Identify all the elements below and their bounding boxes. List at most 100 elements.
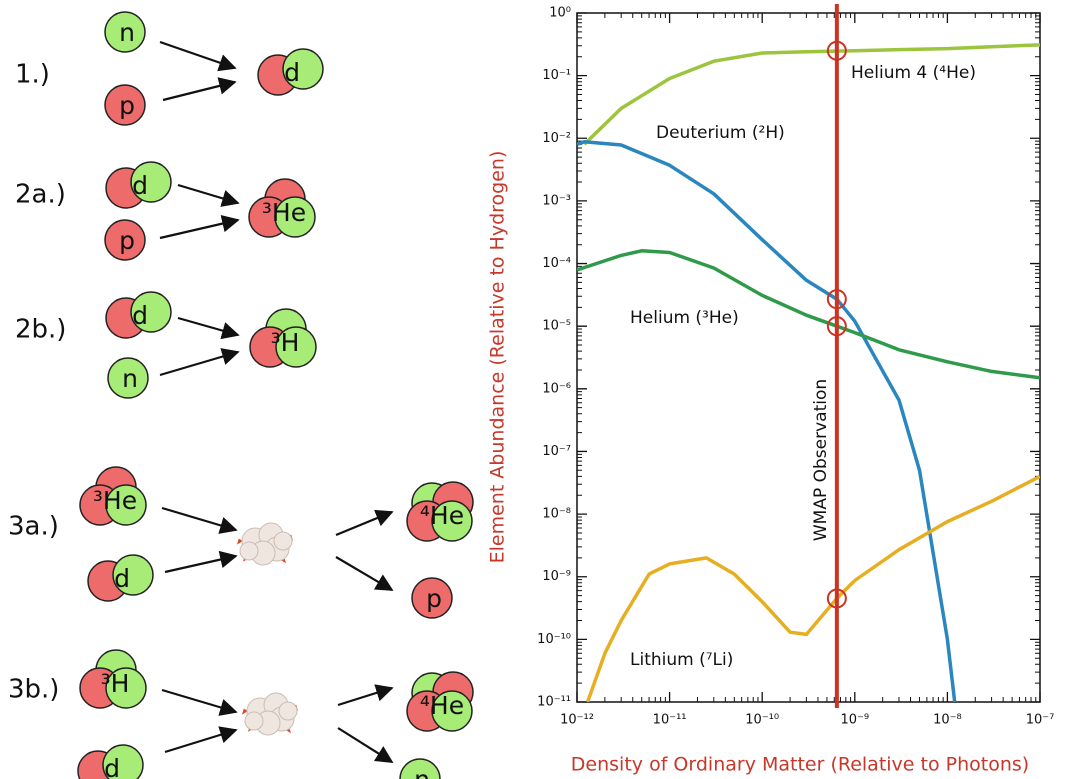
nucleus: ⁴He [406,481,474,542]
nucleus: p [411,577,453,619]
nucleon [105,484,147,526]
arrow [164,550,238,574]
reaction-label: 2b.) [15,315,66,345]
nucleus-label: p [426,584,442,613]
y-tick-label: 10⁻³ [542,193,571,208]
nucleon [104,11,146,53]
nucleus-label: n [119,18,135,47]
arrow [177,183,240,207]
y-tick-label: 10⁻⁴ [542,256,571,271]
nucleus: ³H [79,649,147,709]
arrow [161,506,238,534]
y-axis-label: Element Abundance (Relative to Hydrogen) [487,151,509,564]
observation-label: WMAP Observation [811,379,831,541]
nucleus-label: d [114,564,130,593]
nucleus: ⁴He [406,671,474,732]
y-tick-label: 10⁰ [549,6,571,21]
x-tick-label: 10⁻⁸ [933,713,962,728]
y-tick-label: 10⁻⁸ [542,507,571,522]
nucleus: d [77,744,144,779]
series-line [583,43,1040,146]
nucleus-label: ³H [271,328,300,357]
series-label: Helium 4 (⁴He) [851,63,976,83]
x-tick-label: 10⁻⁷ [1026,713,1055,728]
nucleus-label: ⁴He [420,691,464,720]
y-tick-label: 10⁻⁷ [542,444,571,459]
nucleon [274,196,316,238]
spark [242,708,248,715]
reaction-label: 1.) [15,60,50,90]
nucleus-label: ³He [262,198,306,227]
nucleus: d [105,291,172,339]
series-line [577,249,1040,380]
arrow [159,348,240,377]
series-label: Lithium (⁷Li) [630,650,733,670]
x-tick-label: 10⁻⁹ [840,713,869,728]
spark [237,538,243,545]
nucleon [275,326,317,368]
series-line [577,140,957,702]
y-tick-label: 10⁻⁶ [542,381,571,396]
nucleon [105,667,147,709]
nucleus-label: ³H [101,669,130,698]
arrow [164,726,238,754]
nucleon [130,161,172,203]
arrow [335,556,394,591]
nucleus-label: d [284,58,300,87]
nucleon [282,48,324,90]
y-tick-label: 10⁻⁹ [542,569,571,584]
arrow [177,316,240,340]
plot-frame [576,12,1041,703]
minor-ticks [577,13,1040,702]
observation-point [826,40,847,61]
nucleus-label: n [122,364,138,393]
observation-point [826,588,847,609]
nucleon [112,554,154,596]
series-label: Deuterium (²H) [656,123,785,143]
observation-point [826,289,847,310]
nucleon [130,291,172,333]
nucleus-label: ⁴He [420,501,464,530]
nucleon [431,690,473,732]
explosion-icon [237,522,293,566]
nucleus-label: p [119,226,135,255]
nucleus: ³He [79,466,147,526]
y-tick-label: 10⁻¹ [542,68,571,83]
cloud-puff [239,541,259,561]
nucleus: ³H [249,308,317,368]
nucleon [411,577,453,619]
cloud-puff [244,711,264,731]
arrow [159,40,237,72]
nucleon [102,744,144,779]
arrow [159,214,240,240]
nucleus-label: p [119,91,135,120]
nucleus-label: ³He [93,486,137,515]
nucleon [431,500,473,542]
nucleus: p [104,84,146,126]
arrow [162,77,237,102]
nucleus: n [107,357,149,399]
arrow [161,688,238,716]
nucleus-label: n [414,765,430,779]
arrow [335,509,394,537]
cloud-puff [273,531,293,551]
reaction-label: 2a.) [15,180,66,210]
observation-point [826,316,847,337]
nucleus: d [257,48,324,96]
nucleus: n [399,758,441,779]
nucleus-label: d [132,171,148,200]
x-tick-label: 10⁻¹² [560,713,594,728]
nucleus: ³He [248,178,316,238]
nucleus-label: d [132,301,148,330]
x-axis-label: Density of Ordinary Matter (Relative to … [571,754,1029,776]
explosion-icon [242,692,298,736]
cloud-puff [278,701,298,721]
nucleus: d [87,554,154,602]
reaction-label: 3a.) [8,512,59,542]
y-tick-label: 10⁻⁵ [542,319,571,334]
arrow [337,727,394,763]
series-label: Helium (³He) [630,308,739,328]
arrow [337,684,394,707]
nucleon [399,758,441,779]
